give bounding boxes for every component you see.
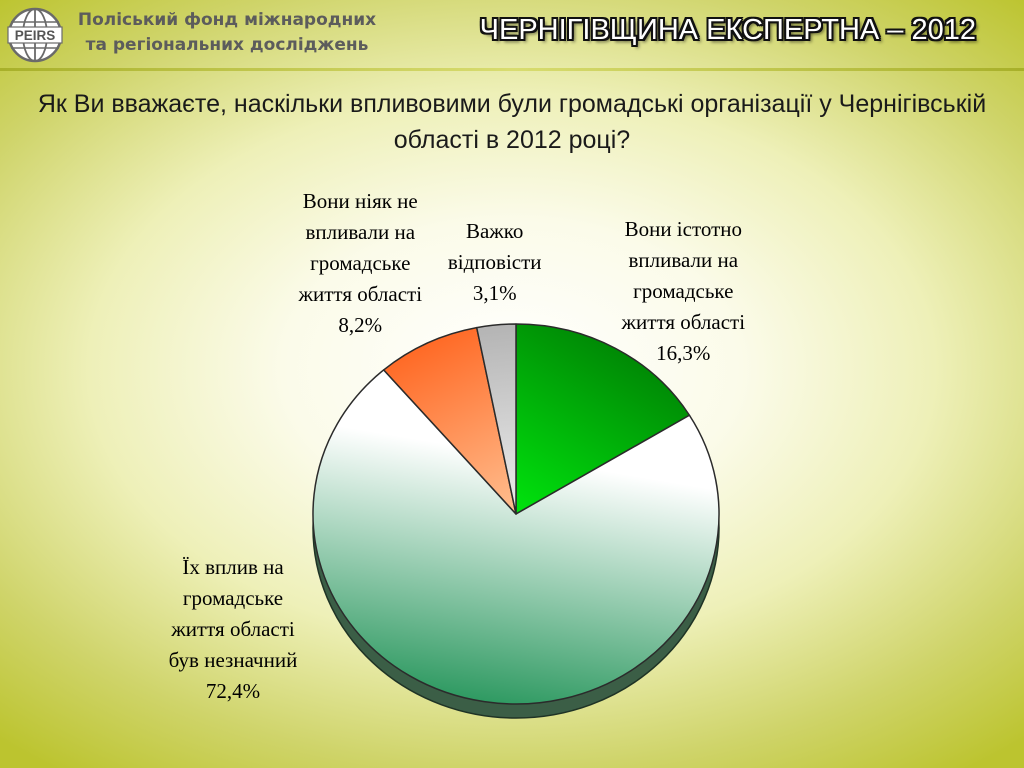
pie-label-line: Важко xyxy=(465,218,524,243)
pie-slice-3 xyxy=(382,326,517,515)
pie-label-line: громадське xyxy=(182,585,284,610)
pie-label-2: Їх вплив на громадське життя області був не… xyxy=(133,552,333,707)
pie-slice-1 xyxy=(515,323,691,515)
pie-label-3: Вони ніяк не впливали на громадське життя о… xyxy=(260,186,460,341)
pie-label-4: Важко відповісти 3,1% xyxy=(395,216,595,309)
pie-data-label: 8,2% xyxy=(338,313,383,338)
pie-slice-2 xyxy=(312,369,720,705)
org-name-line-1: Поліський фонд міжнародних xyxy=(77,10,377,30)
pie-label-line: життя області xyxy=(298,282,423,307)
header-title: ЧЕРНІГІВЩИНА ЕКСПЕРТНА – 2012 xyxy=(479,14,976,46)
org-name-line-2: та регіональних досліджень xyxy=(85,35,369,55)
pie-label-line: Вони істотно xyxy=(624,216,743,241)
pie-data-label: 72,4% xyxy=(205,678,261,703)
pie-label-line: Вони ніяк не xyxy=(302,189,418,214)
logo-text: PEIRS xyxy=(15,28,56,43)
pie-data-label: 3,1% xyxy=(472,280,517,305)
peirs-globe-logo-icon: PEIRS xyxy=(7,7,63,63)
chart-title: Як Ви вважаєте, наскільки впливовими бул… xyxy=(37,90,987,154)
pie-label-line: життя області xyxy=(171,616,295,641)
organization-name: Поліський фонд міжнародних та регіональн… xyxy=(72,8,382,58)
pie-label-line: впливали на xyxy=(305,220,416,245)
pie-label-line: життя області xyxy=(621,309,746,334)
pie-label-line: Їх вплив на xyxy=(182,554,284,579)
pie-slices xyxy=(312,323,720,705)
pie-label-line: був незначний xyxy=(168,647,298,672)
pie-label-1: Вони істотно впливали на громадське життя о… xyxy=(583,214,783,369)
pie-label-line: відповісти xyxy=(447,249,542,274)
pie-label-line: громадське xyxy=(633,278,734,303)
header-divider xyxy=(0,68,1024,71)
slide-header: PEIRS Поліський фонд міжнародних та регі… xyxy=(0,0,1024,66)
pie-label-line: громадське xyxy=(310,251,411,276)
pie-slice-4 xyxy=(475,323,517,515)
pie-label-line: впливали на xyxy=(628,247,739,272)
pie-data-label: 16,3% xyxy=(656,340,711,365)
